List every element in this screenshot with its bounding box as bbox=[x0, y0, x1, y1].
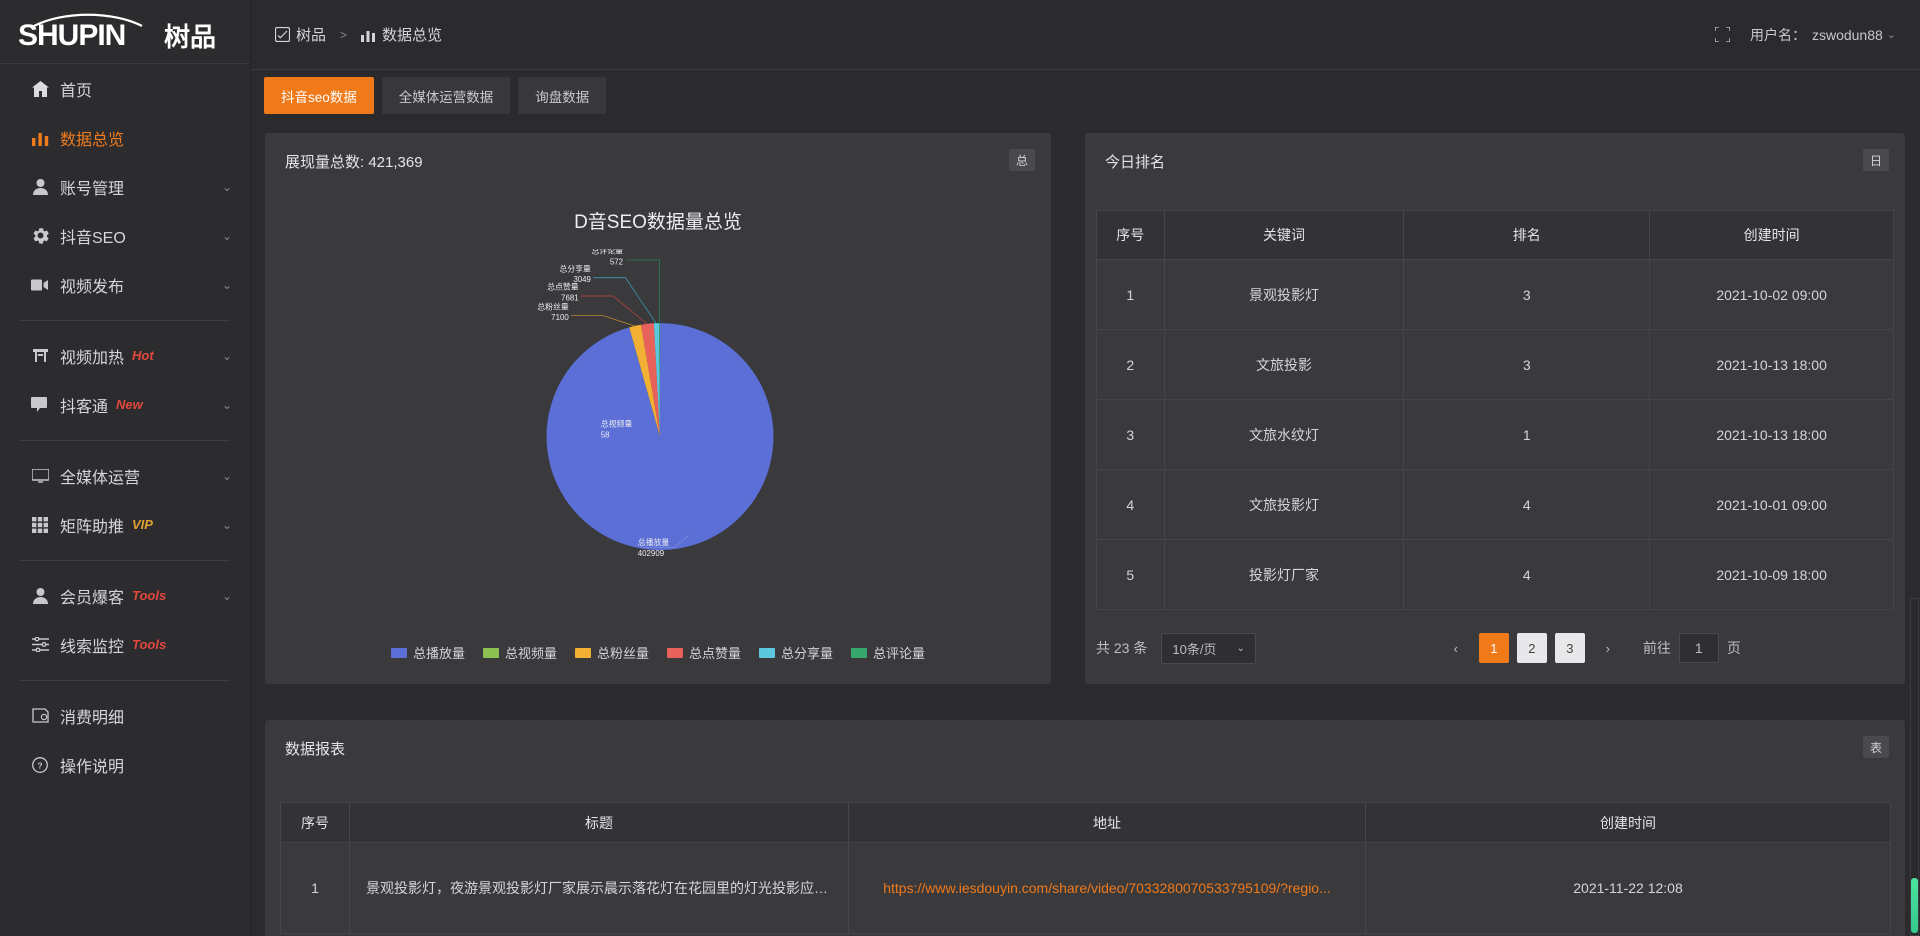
svg-text:总粉丝量: 总粉丝量 bbox=[537, 301, 569, 311]
svg-text:总分享量: 总分享量 bbox=[559, 263, 591, 273]
svg-text:7100: 7100 bbox=[551, 313, 569, 322]
svg-text:58: 58 bbox=[601, 431, 610, 440]
svg-text:402909: 402909 bbox=[638, 549, 664, 558]
svg-text:总评论量: 总评论量 bbox=[592, 249, 624, 256]
svg-text:总视频量: 总视频量 bbox=[601, 419, 633, 429]
svg-text:树品: 树品 bbox=[164, 22, 216, 52]
svg-text:3049: 3049 bbox=[573, 275, 591, 284]
svg-text:7681: 7681 bbox=[561, 293, 579, 302]
svg-text:?: ? bbox=[37, 760, 42, 770]
svg-text:总播放量: 总播放量 bbox=[638, 537, 670, 547]
svg-text:SHUPIN: SHUPIN bbox=[18, 19, 125, 52]
svg-text:572: 572 bbox=[610, 257, 623, 266]
